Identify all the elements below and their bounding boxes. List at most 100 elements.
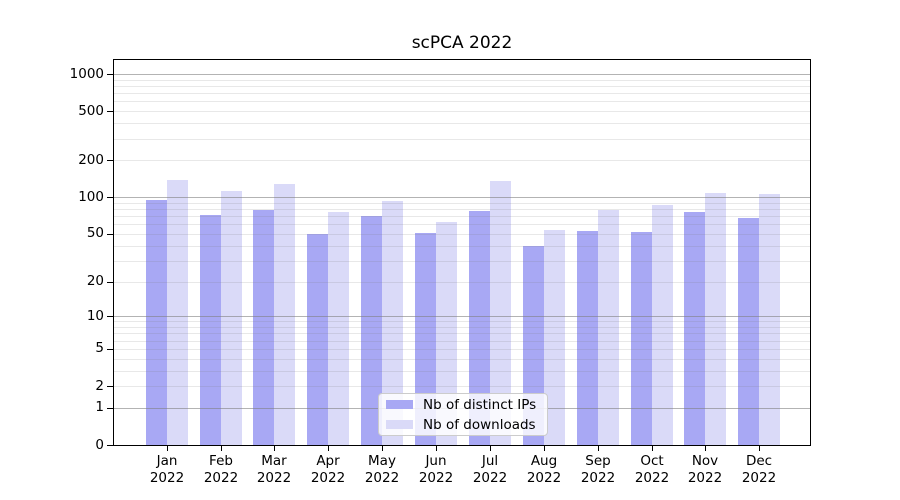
x-tick-label: Jan 2022 (135, 453, 199, 487)
x-tick-label-month: Mar (261, 453, 287, 469)
gridline-minor (114, 234, 810, 235)
gridline-minor (114, 93, 810, 94)
gridline-minor (114, 386, 810, 387)
y-tick-label: 10 (86, 308, 104, 324)
bar-nb-of-distinct-ips (684, 212, 705, 445)
x-tick-label-month: Sep (585, 453, 611, 469)
bar-nb-of-distinct-ips (415, 233, 436, 445)
x-tick (705, 446, 706, 451)
gridline-minor (114, 101, 810, 102)
gridline-minor (114, 327, 810, 328)
y-tick (107, 408, 113, 409)
x-tick-label-year: 2022 (687, 470, 723, 486)
x-tick-label-month: Aug (530, 453, 558, 469)
x-tick-label: Dec 2022 (727, 453, 791, 487)
x-tick-label-year: 2022 (310, 470, 346, 486)
gridline-minor (114, 139, 810, 140)
y-tick-label: 500 (78, 103, 104, 119)
x-tick-label-month: Apr (316, 453, 340, 469)
gridline-minor (114, 349, 810, 350)
bar-nb-of-downloads (436, 222, 457, 445)
x-tick-label-month: Dec (745, 453, 773, 469)
x-tick-label: Mar 2022 (242, 453, 306, 487)
bar-nb-of-downloads (167, 180, 188, 445)
x-tick (544, 446, 545, 451)
gridline-minor (114, 246, 810, 247)
bar-nb-of-distinct-ips (307, 234, 328, 445)
y-tick (107, 282, 113, 283)
x-tick-label: Oct 2022 (620, 453, 684, 487)
x-tick-label-year: 2022 (526, 470, 562, 486)
x-tick (274, 446, 275, 451)
legend-swatch-distinct-ips (386, 400, 413, 409)
y-tick (107, 111, 113, 112)
x-tick-label-month: Feb (209, 453, 233, 469)
bar-nb-of-downloads (705, 193, 726, 445)
x-tick-label-year: 2022 (741, 470, 777, 486)
gridline-minor (114, 216, 810, 217)
bar-nb-of-downloads (328, 212, 349, 445)
bar-nb-of-downloads (490, 181, 511, 445)
x-tick-label: May 2022 (350, 453, 414, 487)
gridline-minor (114, 86, 810, 87)
y-tick (107, 349, 113, 350)
gridline-minor (114, 371, 810, 372)
x-tick-label-year: 2022 (149, 470, 185, 486)
x-tick (652, 446, 653, 451)
bar-nb-of-distinct-ips (577, 231, 598, 445)
bar-nb-of-downloads (759, 194, 780, 445)
x-tick (221, 446, 222, 451)
x-tick-label-year: 2022 (634, 470, 670, 486)
x-tick-label-year: 2022 (472, 470, 508, 486)
x-tick-label: Apr 2022 (296, 453, 360, 487)
bar-nb-of-distinct-ips (146, 200, 167, 445)
y-tick (107, 386, 113, 387)
legend: Nb of distinct IPs Nb of downloads (378, 393, 548, 436)
bar-nb-of-distinct-ips (469, 211, 490, 445)
gridline-minor (114, 261, 810, 262)
bar-nb-of-downloads (544, 230, 565, 445)
y-tick (107, 160, 113, 161)
x-tick (436, 446, 437, 451)
y-tick (107, 197, 113, 198)
x-tick-label: Aug 2022 (512, 453, 576, 487)
x-tick-label-month: Jun (425, 453, 447, 469)
x-tick-label-month: Jul (481, 453, 499, 469)
plot-area: Nb of distinct IPs Nb of downloads (113, 59, 811, 446)
bar-nb-of-distinct-ips (631, 232, 652, 445)
x-tick-label-month: May (368, 453, 396, 469)
y-tick-label: 5 (95, 340, 104, 356)
x-tick (382, 446, 383, 451)
legend-label-downloads: Nb of downloads (423, 416, 536, 433)
legend-swatch-downloads (386, 420, 413, 429)
x-tick-label-year: 2022 (203, 470, 239, 486)
y-tick-label: 20 (86, 273, 104, 289)
bar-nb-of-distinct-ips (200, 215, 221, 445)
x-tick-label-month: Oct (640, 453, 664, 469)
x-tick-label: Sep 2022 (566, 453, 630, 487)
x-tick-label-year: 2022 (418, 470, 454, 486)
legend-item-downloads: Nb of downloads (379, 415, 547, 434)
x-tick (490, 446, 491, 451)
x-tick-label-year: 2022 (580, 470, 616, 486)
x-tick-label-year: 2022 (364, 470, 400, 486)
gridline-minor (114, 359, 810, 360)
x-tick-label: Feb 2022 (189, 453, 253, 487)
gridline-minor (114, 282, 810, 283)
gridline-minor (114, 111, 810, 112)
bar-nb-of-downloads (274, 184, 295, 445)
x-tick-label: Jun 2022 (404, 453, 468, 487)
gridline-minor (114, 80, 810, 81)
y-tick-label: 1000 (69, 66, 104, 82)
legend-item-distinct-ips: Nb of distinct IPs (379, 395, 547, 414)
bar-nb-of-distinct-ips (361, 216, 382, 445)
gridline-minor (114, 224, 810, 225)
y-tick (107, 234, 113, 235)
y-tick-label: 2 (95, 378, 104, 394)
x-tick (759, 446, 760, 451)
chart-title: scPCA 2022 (411, 33, 513, 53)
bar-nb-of-downloads (382, 201, 403, 445)
x-tick (328, 446, 329, 451)
gridline-minor (114, 321, 810, 322)
